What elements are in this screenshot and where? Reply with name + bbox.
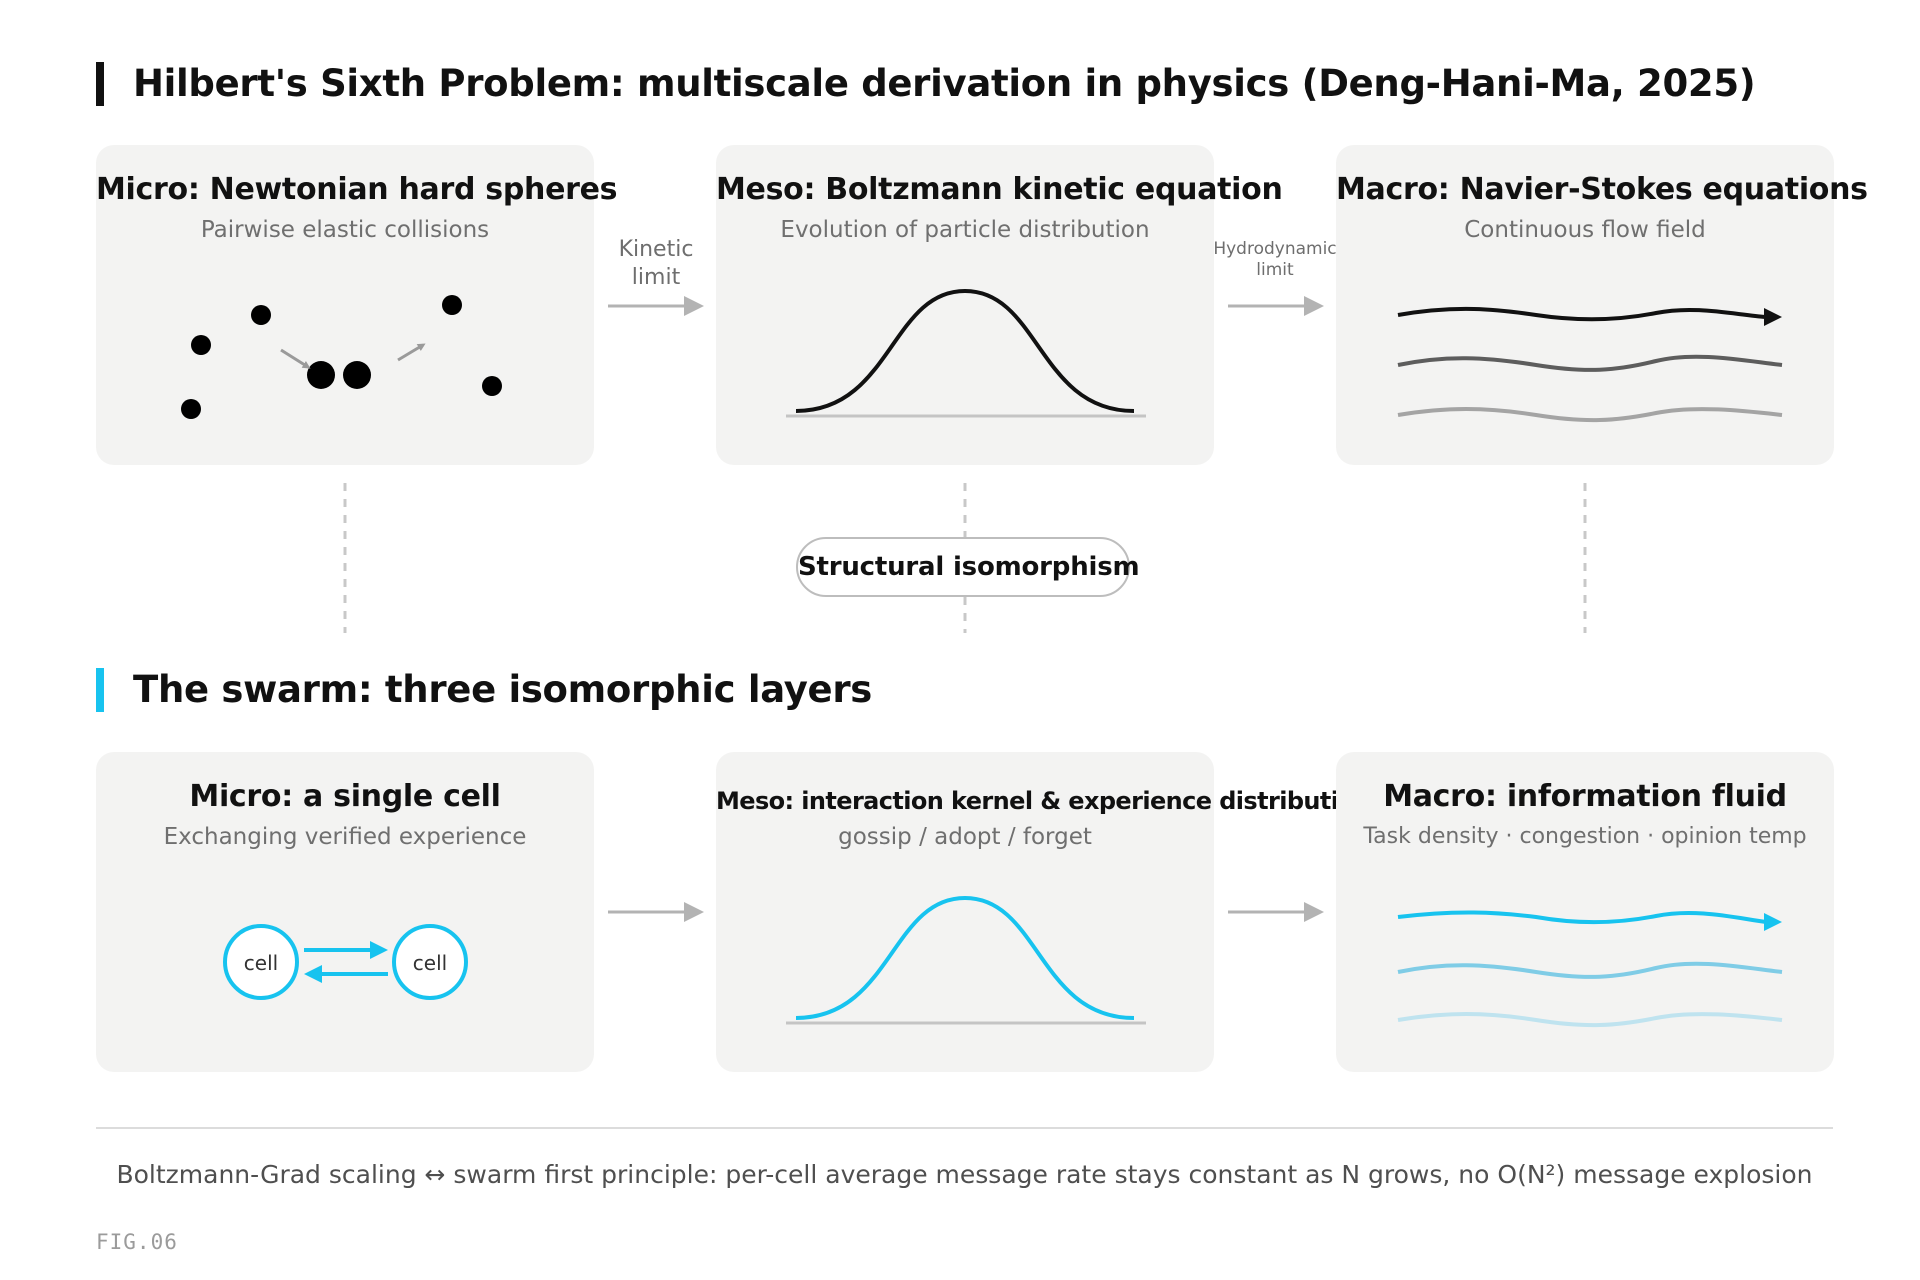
sphere-particle <box>251 305 271 325</box>
hydrodynamic-limit-label-line1: Hydrodynamic <box>1213 239 1337 259</box>
swarm-meso-title: Meso: interaction kernel & experience di… <box>716 787 1371 815</box>
hard-spheres-illustration <box>181 295 502 419</box>
physics-section-title: Hilbert's Sixth Problem: multiscale deri… <box>133 62 1756 105</box>
dashed-connector-right <box>1583 483 1587 633</box>
fluid-line-top-arrowhead <box>1764 913 1782 931</box>
physics-meso-title: Meso: Boltzmann kinetic equation <box>716 172 1283 207</box>
streamline-top <box>1397 306 1767 322</box>
swarm-arrow-micro-to-meso <box>608 902 704 922</box>
swarm-meso-panel: Meso: interaction kernel & experience di… <box>716 752 1371 1072</box>
physics-macro-subtitle: Continuous flow field <box>1464 217 1706 243</box>
hydrodynamic-limit-arrow <box>1228 296 1324 316</box>
swarm-meso-subtitle: gossip / adopt / forget <box>838 824 1092 850</box>
cell-label-left: cell <box>244 951 278 975</box>
footer-note: Boltzmann-Grad scaling ↔ swarm first pri… <box>116 1160 1813 1189</box>
kinetic-limit-label-line2: limit <box>631 264 681 290</box>
experience-distribution-curve <box>786 895 1146 1025</box>
physics-micro-subtitle: Pairwise elastic collisions <box>200 217 490 243</box>
boltzmann-distribution-curve <box>786 288 1146 418</box>
fluid-line-middle <box>1397 961 1783 979</box>
sphere-particle <box>191 335 211 355</box>
physics-micro-panel: Micro: Newtonian hard spheres Pairwise e… <box>96 145 618 465</box>
kinetic-limit-label: Kinetic limit <box>608 236 704 291</box>
outgoing-velocity-arrow <box>397 343 426 362</box>
swarm-macro-title: Macro: information fluid <box>1383 779 1787 814</box>
swarm-micro-panel: Micro: a single cell Exchanging verified… <box>96 752 594 1072</box>
physics-meso-subtitle: Evolution of particle distribution <box>780 217 1150 243</box>
dashed-connector-left <box>343 483 347 633</box>
sphere-particle <box>442 295 462 315</box>
structural-isomorphism-badge: Structural isomorphism <box>796 537 1140 597</box>
flow-field-streamlines <box>1397 306 1783 423</box>
swarm-micro-title: Micro: a single cell <box>189 779 501 814</box>
hydrodynamic-limit-label-line2: limit <box>1256 260 1294 281</box>
colliding-sphere <box>343 361 371 389</box>
footer-divider <box>96 1127 1833 1129</box>
physics-macro-title: Macro: Navier-Stokes equations <box>1336 172 1868 207</box>
physics-micro-title: Micro: Newtonian hard spheres <box>96 172 618 207</box>
hydrodynamic-limit-label: Hydrodynamic limit <box>1210 239 1340 282</box>
cell-node-left <box>223 924 299 1000</box>
fluid-line-bottom <box>1397 1012 1783 1028</box>
streamline-top-arrowhead <box>1764 308 1782 326</box>
dashed-connector-center-top <box>963 483 967 537</box>
physics-meso-panel: Meso: Boltzmann kinetic equation Evoluti… <box>716 145 1283 465</box>
swarm-macro-subtitle: Task density · congestion · opinion temp <box>1363 824 1807 849</box>
incoming-velocity-arrow <box>280 348 311 369</box>
swarm-macro-panel: Macro: information fluid Task density · … <box>1336 752 1834 1072</box>
colliding-sphere <box>307 361 335 389</box>
figure-label: FIG.06 <box>96 1230 178 1254</box>
cell-node-right <box>392 924 468 1000</box>
cell-exchange-illustration: cell cell <box>223 924 468 1000</box>
streamline-middle <box>1397 354 1783 372</box>
cell-label-right: cell <box>413 951 447 975</box>
sphere-particle <box>482 376 502 396</box>
streamline-bottom <box>1397 407 1783 423</box>
swarm-section-title: The swarm: three isomorphic layers <box>133 668 873 711</box>
kinetic-limit-label-line1: Kinetic <box>618 237 694 262</box>
swarm-micro-subtitle: Exchanging verified experience <box>163 824 527 850</box>
swarm-section-accent-bar <box>96 668 104 712</box>
dashed-connector-center-bottom <box>963 597 967 633</box>
sphere-particle <box>181 399 201 419</box>
information-fluid-streamlines <box>1397 910 1783 1028</box>
physics-macro-panel: Macro: Navier-Stokes equations Continuou… <box>1336 145 1868 465</box>
fluid-line-top <box>1397 910 1767 925</box>
kinetic-limit-arrow <box>608 296 704 316</box>
physics-section-accent-bar <box>96 62 104 106</box>
swarm-arrow-meso-to-macro <box>1228 902 1324 922</box>
